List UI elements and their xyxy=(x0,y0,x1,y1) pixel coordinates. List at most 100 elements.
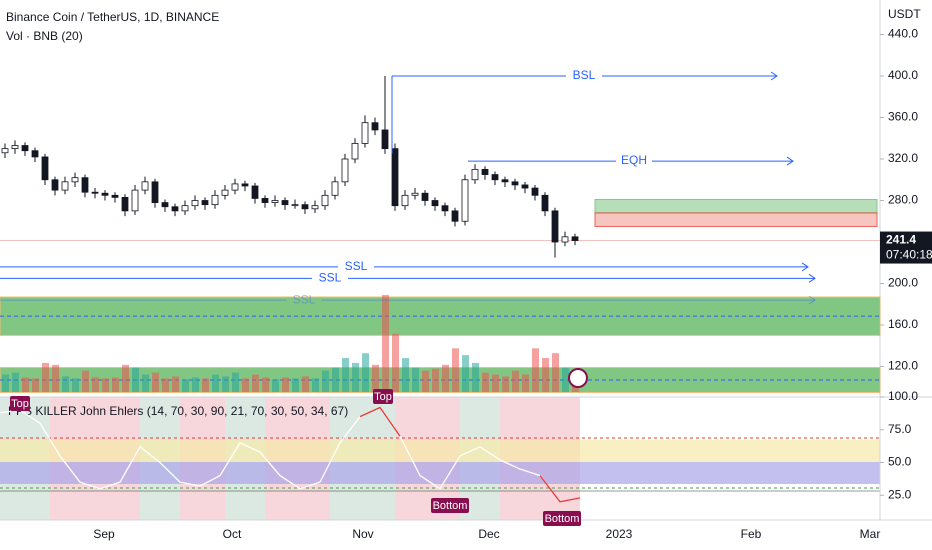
level-label: BSL xyxy=(573,68,596,82)
countdown: 07:40:18 xyxy=(886,248,932,262)
y-tick-label: 50.0 xyxy=(888,455,912,469)
volume-bar xyxy=(102,378,109,392)
volume-bar xyxy=(72,378,79,392)
zone xyxy=(0,296,881,336)
volume-bar xyxy=(182,379,189,392)
volume-bar xyxy=(162,378,169,392)
volume-bar xyxy=(222,376,229,392)
candle-body xyxy=(341,158,349,183)
oscillator-red xyxy=(359,406,581,503)
zone xyxy=(0,462,880,484)
volume-bar xyxy=(172,376,179,392)
candle-body xyxy=(151,181,159,203)
candle-body xyxy=(221,189,229,196)
volume-bar xyxy=(2,374,9,392)
candle-body xyxy=(61,181,69,191)
volume-bar xyxy=(312,378,319,392)
volume-bar xyxy=(502,376,509,392)
x-tick-label: Dec xyxy=(478,527,499,541)
x-tick-label: Oct xyxy=(223,527,242,541)
volume-bar xyxy=(292,378,299,392)
volume-bar xyxy=(322,370,329,392)
x-tick-label: 2023 xyxy=(606,527,633,541)
currency: USDT xyxy=(888,7,921,21)
candle-body xyxy=(181,205,189,212)
candle-body xyxy=(41,156,49,181)
signal-box xyxy=(373,389,393,404)
x-tick-label: Sep xyxy=(93,527,115,541)
candle-body xyxy=(11,145,19,150)
candle-body xyxy=(161,202,169,208)
signal-box xyxy=(543,511,581,526)
candle-body xyxy=(451,210,459,222)
x-tick-label: Feb xyxy=(741,527,762,541)
y-tick-label: 280.0 xyxy=(888,193,918,207)
volume-bar xyxy=(82,370,89,392)
volume-bar xyxy=(462,355,469,392)
volume-bar xyxy=(342,358,349,392)
volume-bar xyxy=(372,364,379,392)
volume-bar xyxy=(432,368,439,392)
candle-body xyxy=(111,194,119,198)
candle-body xyxy=(471,168,479,181)
candle-body xyxy=(71,177,79,183)
price-label: 241.4 xyxy=(886,233,916,247)
candle-body xyxy=(561,236,569,243)
candle-body xyxy=(251,185,259,199)
candle-body xyxy=(521,184,529,189)
candle-body xyxy=(191,200,199,207)
y-tick-label: 440.0 xyxy=(888,27,918,41)
candle-body xyxy=(21,145,29,152)
candle-body xyxy=(361,122,369,144)
y-tick-label: 100.0 xyxy=(888,389,918,403)
alert-icon xyxy=(568,368,588,388)
arrow xyxy=(770,71,778,81)
volume-bar xyxy=(362,353,369,392)
signal-label: Top xyxy=(374,391,392,403)
candle-body xyxy=(541,194,549,212)
volume-bar xyxy=(332,367,339,392)
candle-body xyxy=(101,192,109,196)
volume-bar xyxy=(62,376,69,392)
volume-bar xyxy=(562,367,569,392)
volume-bar xyxy=(32,378,39,392)
candle-body xyxy=(461,179,469,222)
volume-bar xyxy=(472,362,479,392)
volume-bar xyxy=(422,370,429,392)
price-box xyxy=(880,231,932,264)
y-tick-label: 320.0 xyxy=(888,151,918,165)
indicator-bg xyxy=(0,397,880,520)
indicator-title: PPS KILLER John Ehlers (14, 70, 30, 90, … xyxy=(8,404,348,418)
y-tick-label: 25.0 xyxy=(888,487,912,501)
zone xyxy=(594,198,878,214)
candle-body xyxy=(381,129,389,150)
volume-bar xyxy=(542,358,549,392)
candle-body xyxy=(491,174,499,181)
volume-bar xyxy=(352,362,359,392)
volume-bar xyxy=(12,372,19,392)
volume-bar xyxy=(152,372,159,392)
volume-bar xyxy=(482,372,489,392)
volume-bar xyxy=(392,333,399,392)
candle-body xyxy=(401,194,409,207)
candle-body xyxy=(281,200,289,206)
candle-body xyxy=(271,200,279,203)
candle-body xyxy=(301,204,309,210)
arrow xyxy=(808,273,816,283)
symbol: Binance Coin / TetherUS, 1D, BINANCE xyxy=(6,10,219,24)
arrow xyxy=(808,295,816,305)
candle-body xyxy=(81,177,89,193)
volume-bar xyxy=(192,377,199,392)
volume-bar xyxy=(492,374,499,392)
candle-body xyxy=(411,192,419,196)
volume-bar xyxy=(92,377,99,392)
volume-bar xyxy=(122,364,129,392)
candle-body xyxy=(351,143,359,160)
volume-bar xyxy=(402,358,409,392)
level-label: SSL xyxy=(345,259,368,273)
volume-bar xyxy=(52,364,59,392)
candle-body xyxy=(501,179,509,183)
signal-box xyxy=(431,498,469,513)
volume-bar xyxy=(22,377,29,392)
